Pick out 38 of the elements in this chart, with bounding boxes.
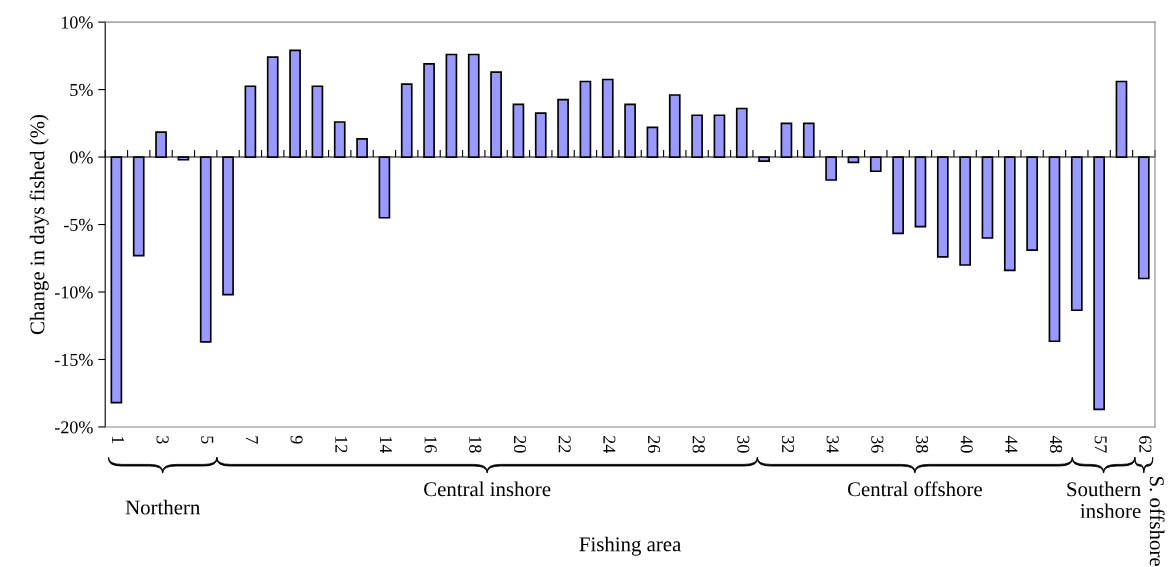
y-axis-title: Change in days fished (%) bbox=[29, 114, 49, 335]
x-tick-label: 48 bbox=[1049, 435, 1063, 453]
x-tick-label: 30 bbox=[737, 436, 750, 453]
x-tick-label: 22 bbox=[558, 436, 571, 453]
x-tick-label: 62 bbox=[1139, 436, 1152, 453]
x-tick-label: 26 bbox=[647, 436, 661, 453]
x-tick-label: 9 bbox=[290, 435, 303, 444]
x-tick-label: 38 bbox=[915, 436, 929, 453]
x-tick-label: 28 bbox=[692, 436, 705, 453]
y-tick-label: 5% bbox=[70, 83, 93, 97]
x-tick-label: 40 bbox=[960, 435, 973, 453]
y-tick-label: -5% bbox=[64, 218, 93, 232]
text: Southern inshore bbox=[1067, 481, 1141, 519]
y-tick-label: 0% bbox=[70, 151, 93, 164]
y-tick-label: -10% bbox=[54, 286, 93, 299]
x-tick-label: 7 bbox=[246, 436, 258, 444]
x-tick-label: 12 bbox=[335, 436, 348, 453]
text: Central inshore bbox=[424, 481, 551, 497]
x-tick-label: 14 bbox=[380, 436, 392, 454]
text: Central offshore bbox=[847, 481, 982, 497]
y-tick-label: -15% bbox=[54, 353, 93, 366]
y-tick-label: 10% bbox=[61, 16, 93, 29]
x-tick-label: 36 bbox=[871, 436, 884, 453]
x-tick-label: 34 bbox=[826, 436, 839, 454]
text: S. offshore bbox=[1149, 476, 1165, 566]
x-tick-label: 3 bbox=[156, 436, 169, 444]
x-tick-label: 16 bbox=[424, 436, 437, 453]
x-tick-label: 24 bbox=[603, 436, 616, 454]
x-tick-label: 44 bbox=[1005, 435, 1018, 454]
x-tick-label: 32 bbox=[781, 436, 795, 453]
x-tick-label: 18 bbox=[469, 436, 482, 453]
y-tick-label: -20% bbox=[54, 421, 93, 434]
x-tick-label: 20 bbox=[513, 436, 527, 453]
x-tick-label: 1 bbox=[112, 436, 124, 444]
x-tick-label: 57 bbox=[1094, 436, 1107, 453]
text: Northern bbox=[125, 499, 201, 515]
x-axis-title: Fishing area bbox=[579, 536, 682, 556]
x-tick-label: 5 bbox=[201, 436, 214, 444]
